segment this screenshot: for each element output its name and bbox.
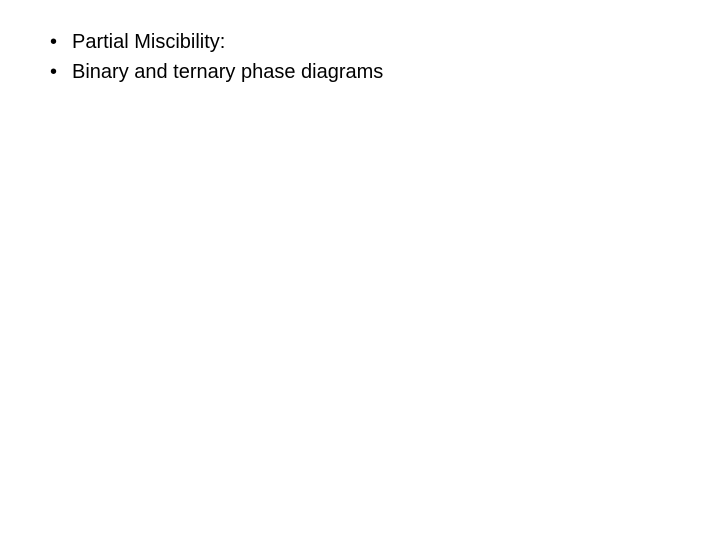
- slide-body: • Partial Miscibility: • Binary and tern…: [0, 0, 720, 540]
- bullet-text: Binary and ternary phase diagrams: [72, 58, 383, 86]
- bullet-icon: •: [50, 28, 72, 56]
- list-item: • Partial Miscibility:: [50, 28, 720, 56]
- bullet-text: Partial Miscibility:: [72, 28, 225, 56]
- list-item: • Binary and ternary phase diagrams: [50, 58, 720, 86]
- bullet-icon: •: [50, 58, 72, 86]
